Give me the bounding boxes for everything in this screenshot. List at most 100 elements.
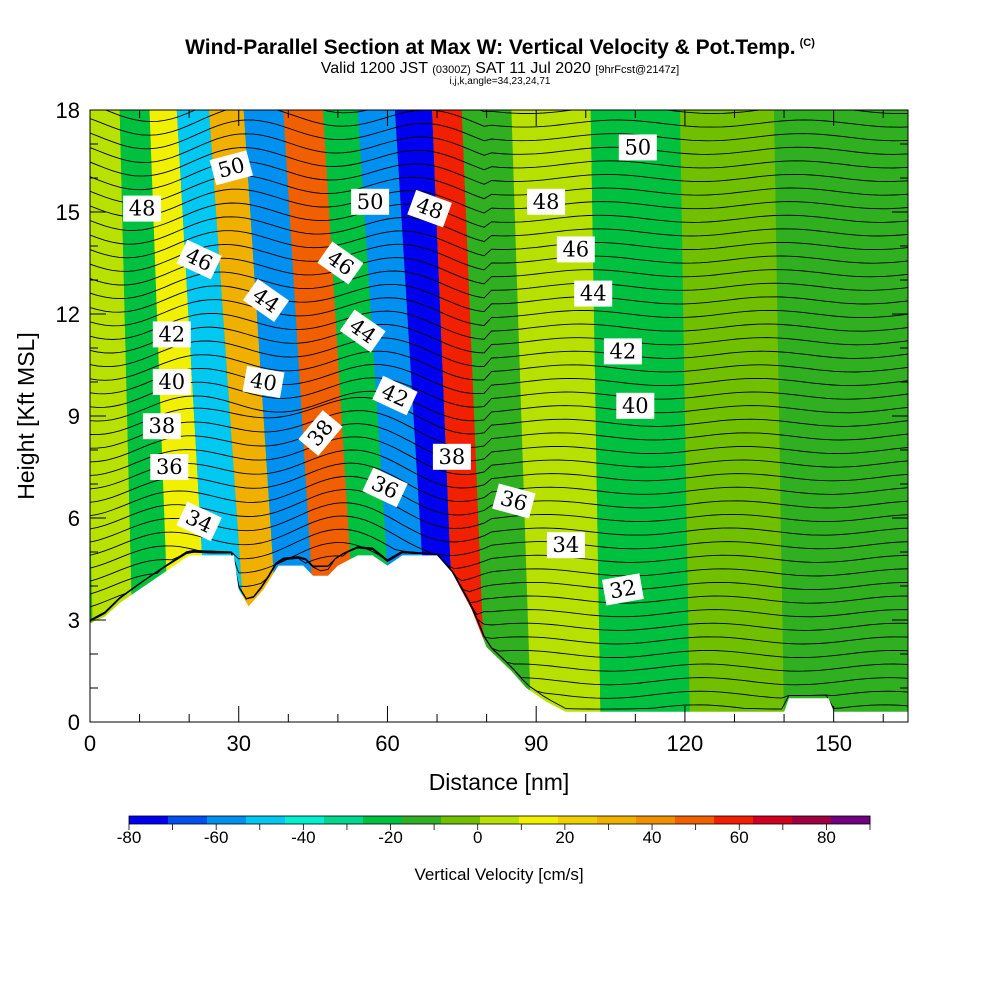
y-tick-label: 3 [68, 608, 80, 633]
plot-area: 3436384042464850444038464450423648383648… [90, 110, 908, 722]
isentrope-line [90, 202, 908, 231]
colorbar-tick-label: 0 [473, 828, 482, 847]
contour-label-bg [209, 150, 254, 186]
y-tick-label: 9 [68, 404, 80, 429]
isentrope-line [90, 528, 908, 570]
colorbar-swatch [168, 816, 208, 824]
isentrope-line [90, 410, 908, 449]
contour-label-bg [142, 413, 181, 440]
isentrope-line [90, 119, 908, 150]
contour-label-bg [150, 454, 189, 480]
contour-label-group: 42 [603, 338, 642, 365]
valid-prefix: Valid 1200 JST [320, 60, 428, 77]
isentrope-line [90, 390, 908, 422]
colorbar-swatch [831, 816, 871, 824]
contour-label: 32 [608, 575, 638, 603]
contour-label-group: 44 [574, 280, 613, 307]
colorbar-swatch [285, 816, 325, 824]
contour-label-bg [176, 501, 222, 542]
colorbar-swatch [519, 816, 559, 824]
colorbar-tick-label: 60 [730, 828, 749, 847]
colorbar-swatch [714, 816, 754, 824]
contour-label-bg [351, 188, 390, 215]
contour-label: 40 [622, 394, 649, 418]
valid-date: SAT 11 Jul 2020 [475, 60, 591, 77]
colorbar-tick-label: 40 [643, 828, 662, 847]
contour-label-group: 38 [432, 443, 471, 470]
contour-label: 50 [624, 135, 651, 159]
contour-label-group: 46 [556, 236, 595, 263]
colorbar-frame [128, 815, 871, 825]
colorbar-swatch [129, 816, 169, 824]
contour-label-group: 50 [618, 134, 657, 161]
isentrope-line [90, 270, 908, 300]
isentrope-line [90, 257, 908, 286]
contour-label: 38 [439, 445, 466, 469]
velocity-band [680, 110, 785, 722]
isentrope-line [90, 502, 908, 543]
forecast-info: [9hrFcst@2147z] [595, 64, 680, 76]
isentrope-line [90, 110, 908, 136]
contour-label-bg [152, 321, 191, 348]
isentrope-line [104, 110, 908, 123]
x-tick-label: 120 [667, 731, 704, 756]
contour-label-bg [601, 573, 644, 606]
contour-label-group: 40 [242, 365, 285, 399]
isentrope-line [90, 396, 908, 436]
contour-label-group: 42 [152, 321, 191, 348]
x-tick-label: 30 [226, 731, 250, 756]
chart-subtitle: Valid 1200 JST (0300Z) SAT 11 Jul 2020 [… [0, 60, 1000, 78]
contour-label: 48 [129, 197, 156, 221]
colorbar-tick-label: -60 [204, 828, 229, 847]
colorbar-swatch [753, 816, 793, 824]
contour-label-bg [492, 483, 536, 519]
contour-label: 42 [158, 322, 185, 346]
contour-label-group: 40 [152, 369, 191, 395]
contour-label: 34 [553, 533, 580, 557]
contour-label-group: 38 [142, 413, 181, 440]
contour-label-bg [152, 369, 191, 395]
isentrope-line [90, 337, 908, 368]
contour-label: 40 [248, 368, 278, 396]
contour-label: 40 [158, 370, 185, 394]
contour-label: 46 [562, 237, 589, 261]
y-tick-label: 12 [56, 302, 80, 327]
contour-label-group: 40 [616, 392, 655, 419]
x-tick-label: 0 [84, 731, 96, 756]
contour-label-bg [527, 188, 566, 215]
contour-label-bg [372, 375, 418, 416]
colorbar-swatch [597, 816, 637, 824]
colorbar-swatch [441, 816, 481, 824]
x-tick-label: 150 [815, 731, 852, 756]
valid-utc: (0300Z) [432, 64, 471, 76]
contour-label-group: 48 [123, 195, 162, 222]
contour-label-bg [242, 278, 290, 322]
grid-indices: i,j,k,angle=34,23,24,71 [449, 76, 551, 87]
contour-label-bg [123, 195, 162, 222]
velocity-band [432, 110, 487, 722]
colorbar-swatch [246, 816, 286, 824]
isentrope-line [90, 283, 908, 313]
y-tick-label: 15 [56, 200, 80, 225]
contour-label: 50 [357, 190, 384, 214]
contour-label-bg [618, 134, 657, 161]
contour-label-bg [546, 532, 585, 559]
contour-label: 42 [610, 339, 637, 363]
colorbar: -80 -60 -40 -20 0 20 40 60 80 Vertical Velocity [… [117, 815, 871, 884]
isentrope-line [90, 147, 908, 177]
isentrope-line [90, 310, 908, 340]
y-tick-label: 18 [56, 98, 80, 123]
contour-label-group: 50 [209, 150, 254, 186]
contour-label-bg [317, 241, 364, 285]
copyright-mark: (C) [799, 37, 815, 49]
contour-label-group: 36 [492, 483, 536, 519]
isentrope-line [90, 377, 908, 408]
chart-title: Wind-Parallel Section at Max W: Vertical… [0, 36, 1000, 60]
contour-label: 38 [149, 414, 176, 438]
isentrope-line [90, 489, 908, 530]
colorbar-swatch [363, 816, 403, 824]
colorbar-swatch [480, 816, 520, 824]
y-tick-label: 6 [68, 506, 80, 531]
contour-label: 44 [580, 282, 607, 306]
